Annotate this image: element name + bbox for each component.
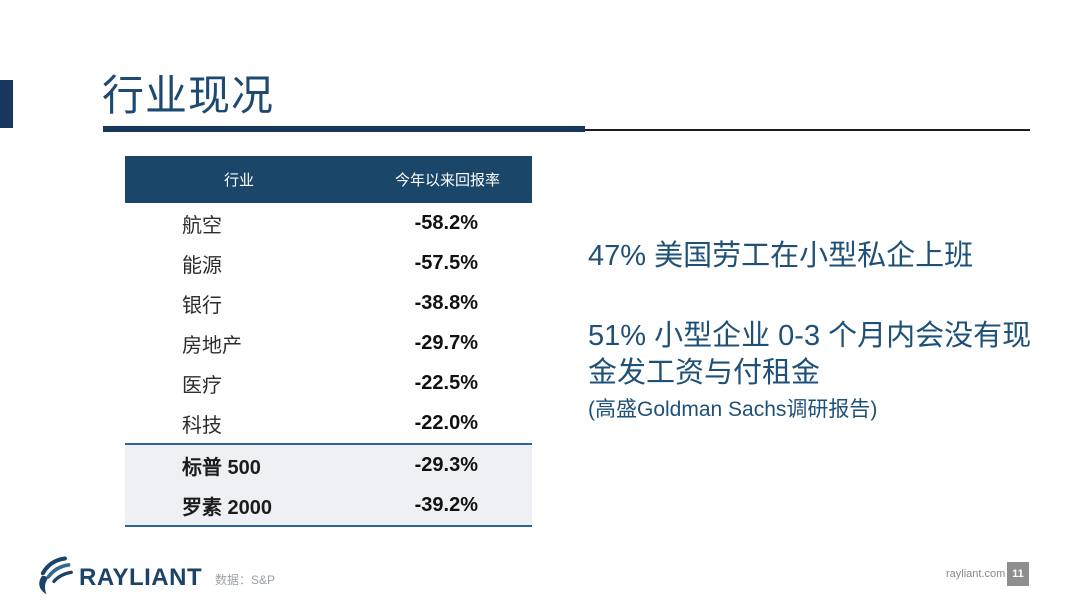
table-row: 银行 -38.8%	[125, 283, 532, 323]
industry-label: 科技	[182, 414, 222, 437]
footer-website: rayliant.com	[946, 568, 1006, 580]
return-value: -29.7%	[414, 331, 478, 354]
title-rule-line	[585, 129, 1030, 131]
column-header-industry: 行业	[223, 172, 254, 189]
return-value: -29.3%	[414, 453, 478, 476]
page-number-badge: 11	[1007, 562, 1029, 586]
industry-label: 医疗	[182, 374, 222, 397]
return-value: -57.5%	[414, 251, 478, 274]
title-accent-bar	[0, 80, 13, 128]
title-underline	[103, 126, 585, 132]
table-row: 医疗 -22.5%	[125, 363, 532, 403]
industry-label: 航空	[182, 214, 222, 237]
highlight-stat-47: 47% 美国劳工在小型私企上班	[588, 240, 974, 272]
industry-returns-table: 行业 今年以来回报率 航空 -58.2% 能源 -57.5% 银行 -38.8%…	[125, 156, 532, 527]
return-value: -39.2%	[414, 493, 478, 516]
table-row: 航空 -58.2%	[125, 203, 532, 243]
highlight-text-block: 47% 美国劳工在小型私企上班 51% 小型企业 0-3 个月内会没有现金发工资…	[588, 238, 1036, 423]
return-value: -58.2%	[414, 211, 478, 234]
data-source-note: 数据：S&P	[215, 573, 276, 587]
return-value: -38.8%	[414, 291, 478, 314]
table-row: 房地产 -29.7%	[125, 323, 532, 363]
rayliant-logo: RAYLIANT	[31, 552, 202, 603]
benchmark-label: 标普 500	[182, 456, 261, 479]
table-row: 能源 -57.5%	[125, 243, 532, 283]
return-value: -22.5%	[414, 371, 478, 394]
industry-label: 能源	[182, 254, 222, 277]
column-header-ytd-return: 今年以来回报率	[394, 172, 500, 189]
rayliant-logo-text: RAYLIANT	[79, 563, 203, 591]
highlight-source-note: (高盛Goldman Sachs调研报告)	[588, 398, 878, 421]
table-row: 标普 500 -29.3%	[125, 445, 532, 485]
page-title: 行业现况	[102, 72, 275, 119]
highlight-stat-51: 51% 小型企业 0-3 个月内会没有现金发工资与付租金	[588, 320, 1032, 389]
table-row: 罗素 2000 -39.2%	[125, 485, 532, 525]
table-row: 科技 -22.0%	[125, 403, 532, 443]
benchmark-summary-section: 标普 500 -29.3% 罗素 2000 -39.2%	[125, 443, 532, 527]
industry-label: 房地产	[182, 334, 242, 357]
industry-label: 银行	[182, 294, 222, 317]
return-value: -22.0%	[414, 411, 478, 434]
benchmark-label: 罗素 2000	[182, 496, 273, 519]
table-header-row: 行业 今年以来回报率	[125, 156, 532, 203]
rayliant-wing-icon	[31, 552, 75, 603]
